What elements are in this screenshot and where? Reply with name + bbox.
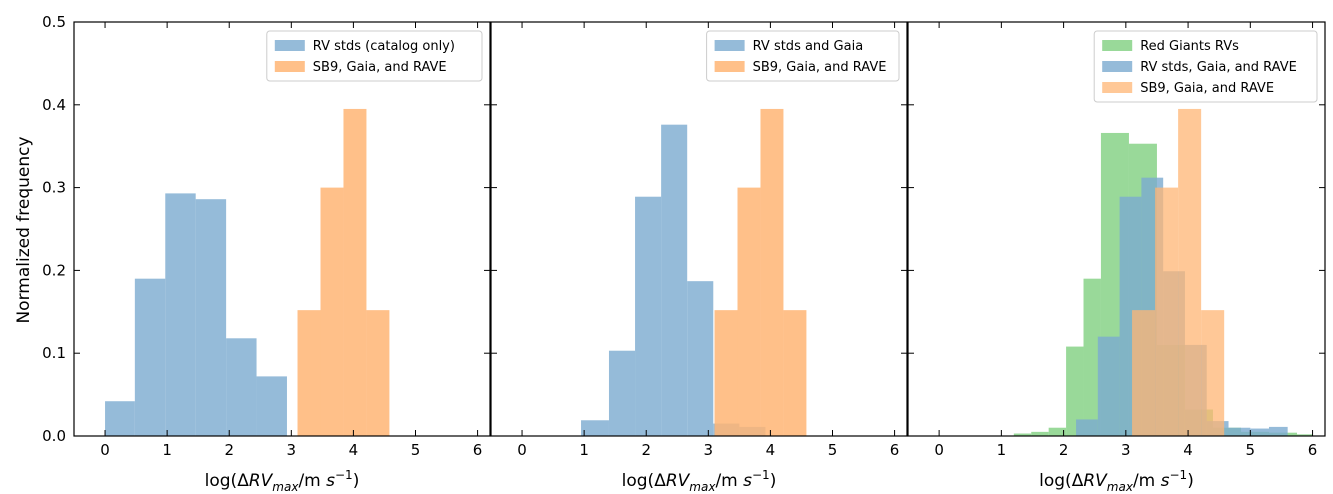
panels-group: 0 1 2 3 4 5 6 0.0 0.1 0.2 0.3 0.4 0.5 RV stds (catalo… [42,13,1326,459]
x-axis-title: log(ΔRVmax/m s−1) [205,468,360,494]
histogram-bar [1031,431,1049,436]
x-tick-label: 6 [473,441,483,459]
x-tick-label: 2 [224,441,234,459]
series-sb9-gaia-and-rave [1132,108,1225,436]
x-tick-label: 1 [997,441,1007,459]
histogram-bar [320,187,344,436]
x-axis-title: log(ΔRVmax/m s−1) [1039,468,1194,494]
histogram-bar [581,420,609,436]
legend-box [266,30,483,82]
histogram-bar [1097,336,1120,436]
chart-panel-3: 0 1 2 3 4 5 6 Red Giants RVs RV stds, Gaia, and … [907,21,1326,459]
histogram-bar [1076,419,1098,436]
x-tick-label: 4 [1183,441,1193,459]
x-tick-label: 1 [579,441,589,459]
legend-swatch [274,40,305,51]
legend-label: RV stds, Gaia, and RAVE [1140,60,1297,75]
histogram-bar [760,108,784,436]
x-tick-label: 3 [287,441,297,459]
legend: RV stds (catalog only) SB9, Gaia, and RAV… [266,30,483,82]
histogram-bar [1155,187,1179,436]
histogram-bar [1296,434,1313,436]
histogram-bar [661,124,688,436]
histogram-bar [1083,278,1101,436]
x-tick-label: 3 [1121,441,1131,459]
legend-label: RV stds and Gaia [753,39,864,54]
histogram-bar [687,281,714,436]
series-sb9-gaia-and-rave [714,108,807,436]
axes-frame [73,21,491,437]
histogram-bar [195,199,227,436]
series-rv-stds-and-gaia [581,124,766,436]
y-tick-label: 0.3 [42,179,66,197]
legend-swatch [1102,61,1133,72]
histogram-bar [1268,426,1288,436]
histogram-bar [1228,427,1251,436]
legend-label: Red Giants RVs [1140,39,1239,54]
legend-label: SB9, Gaia, and RAVE [753,60,887,75]
series-rv-stds-catalog-only- [105,193,287,436]
x-tick-label: 2 [641,441,651,459]
legend-swatch [714,40,745,51]
legend-label: RV stds (catalog only) [313,39,455,54]
y-tick-label: 0.4 [42,96,66,114]
histogram-bar [1132,310,1156,436]
x-axis-titles: log(ΔRVmax/m s−1) log(ΔRVmax/m s−1) log(ΔR… [205,468,1194,494]
y-tick-label: 0.2 [42,261,66,279]
legend-swatch [1102,82,1133,93]
legend-label: SB9, Gaia, and RAVE [313,60,447,75]
histogram-bar [297,310,321,436]
histogram-bar [1066,346,1084,436]
x-tick-label: 6 [1308,441,1318,459]
axes-frame [490,21,908,437]
histogram-bar [165,193,196,436]
histogram-bar [226,338,257,436]
x-tick-label: 3 [704,441,714,459]
x-tick-label: 5 [828,441,838,459]
y-axis-title: Normalized frequency [14,136,34,323]
x-tick-label: 4 [766,441,776,459]
legend-swatch [714,61,745,72]
series-sb9-gaia-and-rave [297,108,390,436]
histogram-bar [608,350,636,436]
histogram-bar [366,310,390,436]
histogram-bar [1013,433,1032,436]
x-axis-title: log(ΔRVmax/m s−1) [622,468,777,494]
chart-panel-1: 0 1 2 3 4 5 6 0.0 0.1 0.2 0.3 0.4 0.5 RV stds (catalo… [42,13,491,459]
histogram-bar [737,187,761,436]
histogram-bar [256,376,287,436]
x-tick-label: 2 [1059,441,1069,459]
histogram-bar [1201,310,1225,436]
y-tick-label: 0.0 [42,427,66,445]
histogram-bar [134,278,166,436]
x-tick-label: 0 [100,441,110,459]
chart-panel-2: 0 1 2 3 4 5 6 RV stds and Gaia SB9, Gaia, and RA… [490,21,908,459]
legend-label: SB9, Gaia, and RAVE [1140,81,1274,96]
x-tick-label: 0 [517,441,527,459]
x-tick-label: 6 [890,441,900,459]
legend-swatch [1102,40,1133,51]
x-tick-label: 4 [349,441,359,459]
x-tick-label: 5 [1246,441,1256,459]
histogram-bar [1178,108,1202,436]
legend: RV stds and Gaia SB9, Gaia, and RAVE [706,30,900,82]
y-tick-label: 0.1 [42,344,66,362]
histogram-bar [105,401,135,436]
histogram-bar [1250,428,1269,436]
histogram-bar [635,196,662,436]
axes-frame [907,21,1326,437]
histogram-bar [1048,427,1067,436]
legend-box [706,30,900,82]
x-tick-label: 5 [411,441,421,459]
x-tick-label: 1 [162,441,172,459]
legend-swatch [274,61,305,72]
x-tick-label: 0 [934,441,944,459]
legend-box [1093,30,1318,103]
histogram-bar [343,108,367,436]
legend: Red Giants RVs RV stds, Gaia, and RAVE SB9… [1093,30,1318,103]
y-tick-label: 0.5 [42,13,66,31]
histogram-bar [714,310,738,436]
histogram-bar [783,310,807,436]
